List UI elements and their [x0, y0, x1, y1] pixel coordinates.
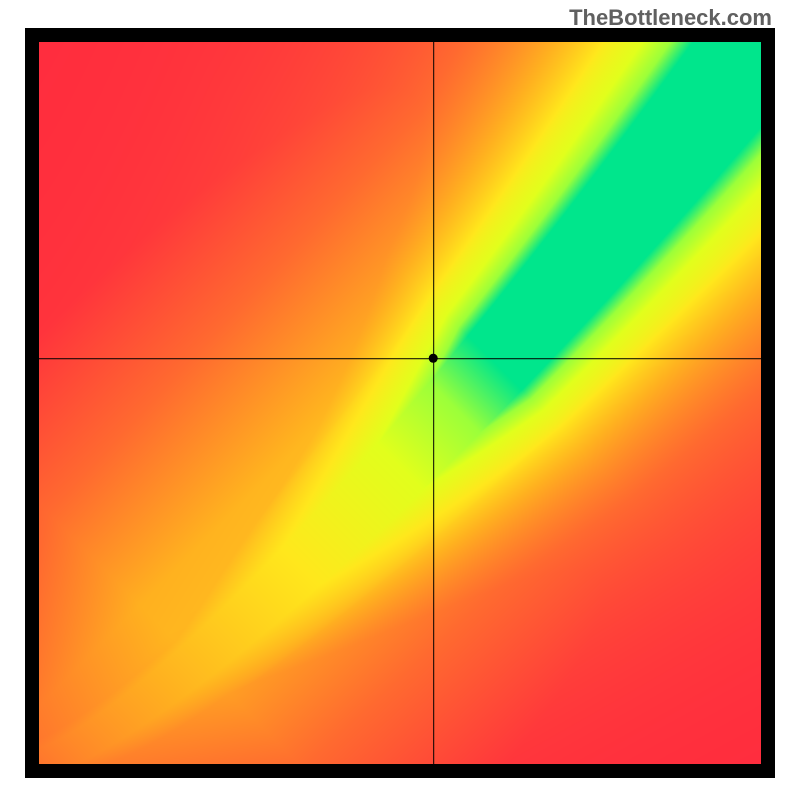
chart-container: TheBottleneck.com [0, 0, 800, 800]
crosshair-overlay [39, 42, 761, 764]
watermark-text: TheBottleneck.com [569, 5, 772, 31]
plot-frame [25, 28, 775, 778]
